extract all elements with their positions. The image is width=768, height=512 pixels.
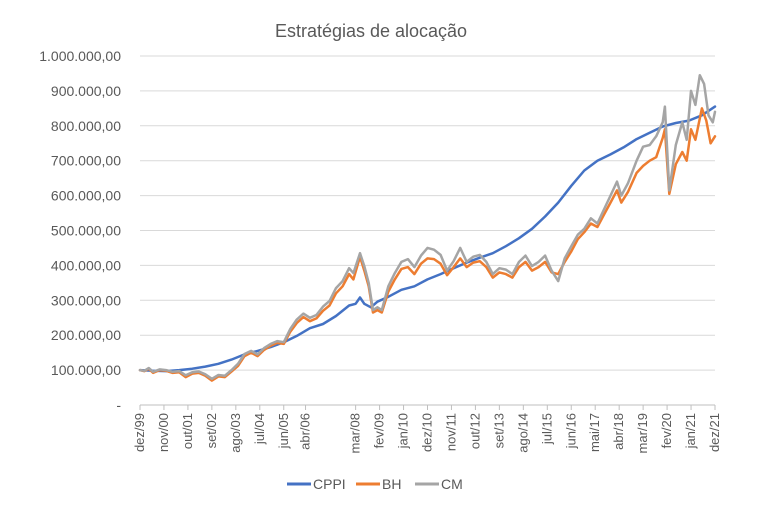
x-tick-label: mar/19 xyxy=(635,413,650,453)
x-tick-label: abr/06 xyxy=(298,413,313,450)
gridlines xyxy=(140,55,715,371)
x-tick-label: jun/16 xyxy=(563,413,578,449)
y-tick-label: 700.000,00 xyxy=(51,153,121,169)
y-tick-label: 200.000,00 xyxy=(51,327,121,343)
x-tick-label: ago/03 xyxy=(228,413,243,453)
x-tick-label: dez/99 xyxy=(132,413,147,452)
y-tick-label: - xyxy=(116,397,121,413)
x-tick-label: jul/04 xyxy=(252,413,267,445)
x-tick-label: fev/09 xyxy=(372,413,387,448)
x-tick-label: nov/00 xyxy=(156,413,171,452)
legend-label-cppi: CPPI xyxy=(313,476,346,492)
legend-label-bh: BH xyxy=(382,476,401,492)
x-tick-label: dez/10 xyxy=(420,413,435,452)
x-tick-label: set/02 xyxy=(204,413,219,448)
x-tick-label: nov/11 xyxy=(443,413,458,451)
legend: CPPI BH CM xyxy=(287,476,463,492)
series-line-cppi xyxy=(138,105,717,373)
series-line-bh xyxy=(138,107,717,382)
x-tick-label: jan/10 xyxy=(396,413,411,449)
x-tick-label: jan/21 xyxy=(683,413,698,449)
x-tick-label: out/12 xyxy=(467,413,482,449)
x-tick-label: mai/17 xyxy=(587,413,602,452)
y-tick-label: 500.000,00 xyxy=(51,223,121,239)
y-tick-label: 300.000,00 xyxy=(51,292,121,308)
x-tick-label: abr/18 xyxy=(611,413,626,450)
y-tick-label: 1.000.000,00 xyxy=(39,48,121,64)
x-tick-label: out/01 xyxy=(180,413,195,449)
legend-label-cm: CM xyxy=(441,476,463,492)
series-line-cm xyxy=(138,73,717,381)
y-tick-label: 100.000,00 xyxy=(51,362,121,378)
x-tick-label: dez/21 xyxy=(707,413,722,452)
x-axis: dez/99 nov/00 out/01 set/02 ago/03 jul/04 jun/… xyxy=(132,404,722,453)
y-tick-label: 800.000,00 xyxy=(51,118,121,134)
x-tick-label: mar/08 xyxy=(348,413,363,453)
y-axis: - 100.000,00 200.000,00 300.000,00 400.000,0… xyxy=(39,48,121,413)
x-tick-label: jul/15 xyxy=(539,413,554,445)
y-tick-label: 900.000,00 xyxy=(51,83,121,99)
chart-title: Estratégias de alocação xyxy=(275,21,467,41)
x-tick-label: jun/05 xyxy=(276,413,291,449)
y-tick-label: 400.000,00 xyxy=(51,257,121,273)
series-lines xyxy=(138,73,717,382)
x-tick-label: ago/14 xyxy=(515,413,530,453)
x-tick-label: fev/20 xyxy=(659,413,674,448)
x-tick-label: set/13 xyxy=(491,413,506,448)
y-tick-label: 600.000,00 xyxy=(51,188,121,204)
